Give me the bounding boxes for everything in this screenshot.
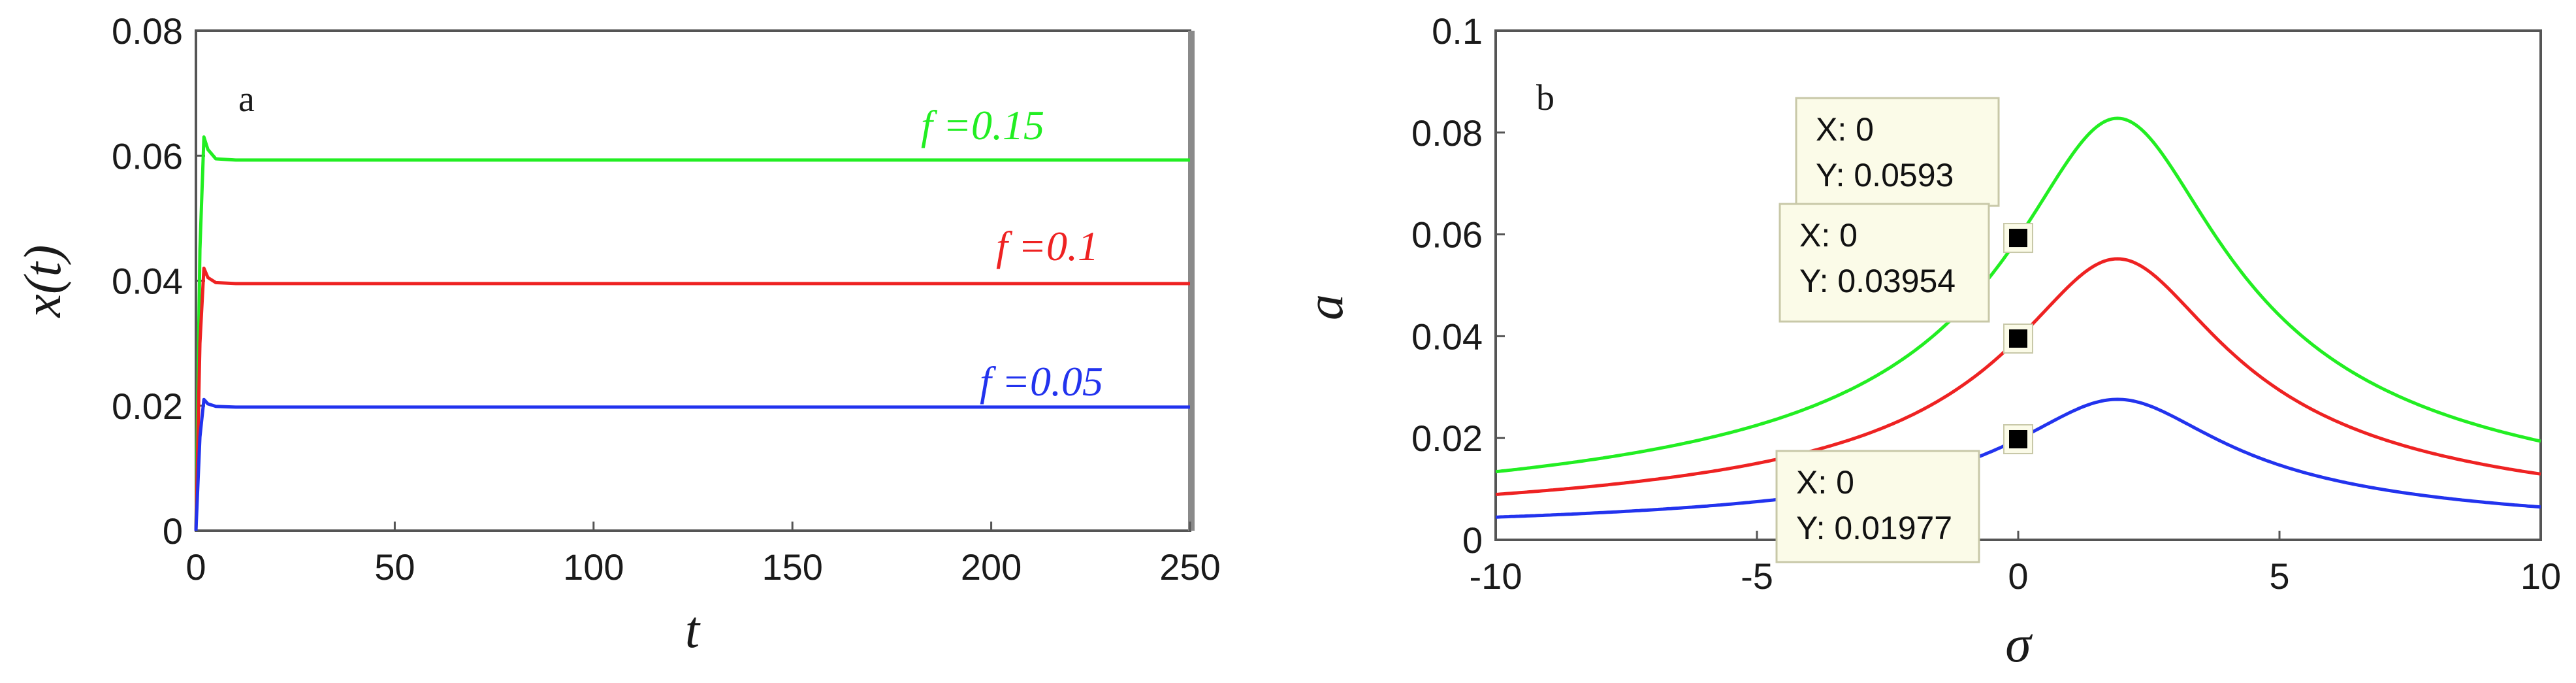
chart-b-x-tick-label: 5 bbox=[2269, 556, 2289, 597]
datatip-y-text: Y: 0.03954 bbox=[1799, 263, 1956, 299]
chart-a-y-tick-label: 0 bbox=[163, 510, 183, 552]
datatip-x-text: X: 0 bbox=[1816, 111, 1874, 148]
chart-a-x-tick-label: 150 bbox=[762, 546, 822, 588]
chart-b-x-tick-label: -10 bbox=[1470, 556, 1522, 597]
chart-b-y-axis-label: a bbox=[1296, 294, 1354, 320]
chart-a-y-tick-label: 0.06 bbox=[112, 135, 183, 176]
datatip-y-text: Y: 0.0593 bbox=[1816, 157, 1954, 193]
chart-a-series-label: f =0.05 bbox=[980, 358, 1103, 405]
chart-a-panel-label: a bbox=[238, 79, 255, 120]
chart-a-y-tick-label: 0.02 bbox=[112, 386, 183, 427]
datatip-box bbox=[1779, 203, 1990, 323]
chart-a-x-tick-label: 50 bbox=[374, 546, 415, 588]
datatip-box bbox=[1795, 97, 2000, 207]
chart-a-y-axis-label: x(t) bbox=[14, 244, 72, 318]
chart-a-x-tick-label: 250 bbox=[1159, 546, 1220, 588]
chart-b-y-tick-label: 0.06 bbox=[1411, 214, 1483, 256]
chart-a-y-tick-label: 0.04 bbox=[112, 261, 183, 302]
chart-a-series-line bbox=[194, 135, 1190, 531]
chart-b-x-tick-label: 0 bbox=[2008, 556, 2028, 597]
chart-a-x-tick-label: 0 bbox=[185, 546, 206, 588]
datatip-x-text: X: 0 bbox=[1799, 217, 1858, 254]
chart-a: 0 50 100 150 200 250 0 0.02 0.04 0.06 0.08 f =0.15 f… bbox=[14, 10, 1221, 659]
chart-b-y-tick-label: 0 bbox=[1462, 520, 1483, 561]
chart-b-panel-label: b bbox=[1536, 78, 1554, 118]
datatip-box bbox=[1775, 450, 1980, 563]
chart-a-series-label: f =0.15 bbox=[921, 102, 1044, 148]
chart-b-x-tick-label: 10 bbox=[2520, 556, 2561, 597]
datatip-marker[interactable] bbox=[2009, 229, 2027, 248]
datatip-marker-frame[interactable] bbox=[2003, 223, 2033, 254]
chart-b-y-tick-label: 0.08 bbox=[1411, 112, 1483, 154]
chart-a-right-border bbox=[1188, 31, 1195, 531]
chart-a-series-line bbox=[194, 266, 1190, 531]
chart-b-x-axis-label: σ bbox=[2005, 616, 2033, 673]
chart-a-x-tick-label: 100 bbox=[563, 546, 624, 588]
datatip-marker[interactable] bbox=[2009, 329, 2027, 348]
chart-a-x-axis-label: t bbox=[685, 601, 701, 659]
datatip-y-text: Y: 0.01977 bbox=[1796, 510, 1952, 546]
chart-a-series-label: f =0.1 bbox=[996, 223, 1099, 269]
chart-b-y-tick-label: 0.02 bbox=[1411, 418, 1483, 459]
chart-a-x-tick-label: 200 bbox=[961, 546, 1022, 588]
chart-b-x-tick-label: -5 bbox=[1741, 556, 1773, 597]
chart-b: -10 -5 0 5 10 0 0.02 0.04 0.06 0.08 0.1 b σ a X: 0 Y: 0… bbox=[1296, 10, 2561, 673]
datatip-marker[interactable] bbox=[2009, 429, 2027, 448]
datatip-x-text: X: 0 bbox=[1796, 464, 1854, 501]
chart-a-series-line bbox=[194, 397, 1190, 531]
chart-b-y-tick-label: 0.1 bbox=[1432, 10, 1483, 52]
chart-a-y-tick-label: 0.08 bbox=[112, 10, 183, 52]
chart-b-y-tick-label: 0.04 bbox=[1411, 316, 1483, 357]
